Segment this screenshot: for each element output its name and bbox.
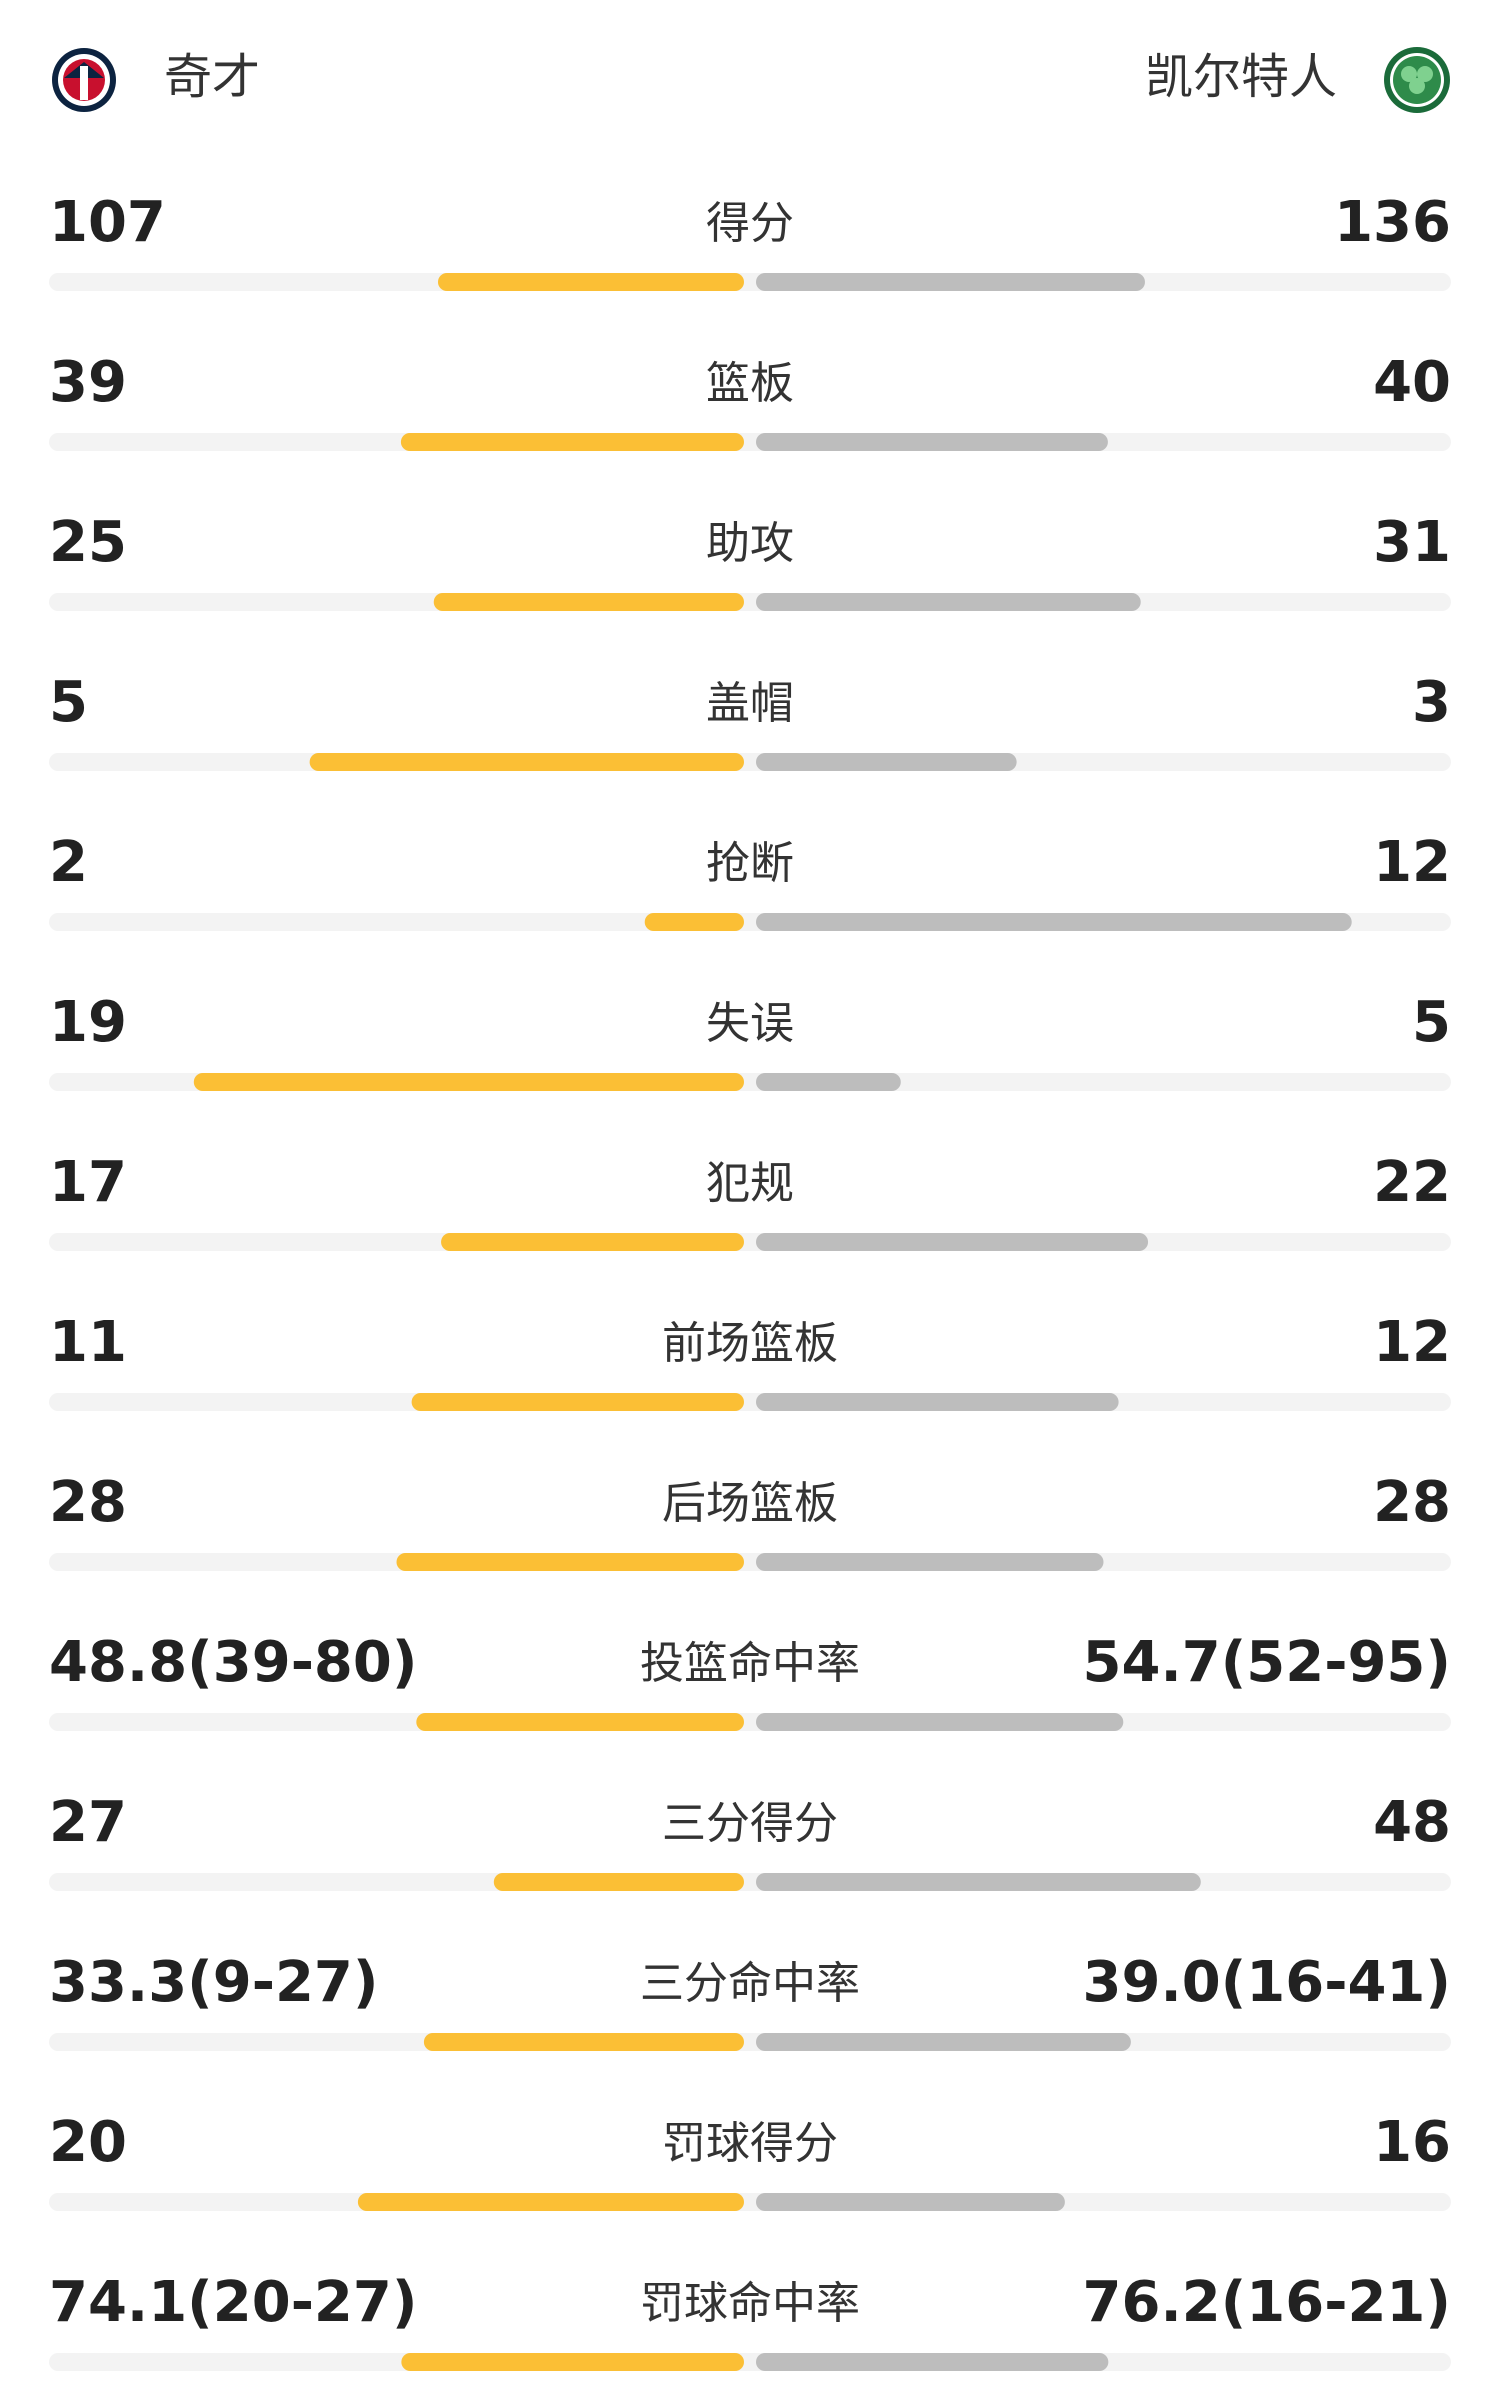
away-bar xyxy=(756,433,1108,451)
away-value: 48 xyxy=(1373,1790,1451,1855)
stat-name: 投篮命中率 xyxy=(640,1638,860,1689)
away-bar xyxy=(756,1553,1104,1571)
away-bar xyxy=(756,593,1141,611)
away-value: 22 xyxy=(1373,1150,1451,1215)
home-value: 17 xyxy=(49,1150,127,1215)
away-bar xyxy=(756,753,1017,771)
home-value: 27 xyxy=(49,1790,127,1855)
bar-track xyxy=(49,273,1451,291)
stat-name: 失误 xyxy=(706,998,794,1049)
home-bar xyxy=(493,1873,744,1891)
home-bar xyxy=(357,2193,744,2211)
stat-name: 后场篮板 xyxy=(662,1478,838,1529)
home-value: 25 xyxy=(49,510,127,575)
away-value: 76.2(16-21) xyxy=(1083,2270,1451,2335)
away-value: 54.7(52-95) xyxy=(1083,1630,1451,1695)
bar-track xyxy=(49,593,1451,611)
home-bar xyxy=(400,433,744,451)
away-bar xyxy=(756,2353,1109,2371)
home-value: 2 xyxy=(49,830,88,895)
home-value: 48.8(39-80) xyxy=(49,1630,417,1695)
away-bar xyxy=(756,1393,1119,1411)
home-bar xyxy=(396,1553,744,1571)
stat-name: 盖帽 xyxy=(706,678,794,729)
stat-name: 前场篮板 xyxy=(662,1318,838,1369)
away-value: 136 xyxy=(1334,190,1451,255)
home-value: 39 xyxy=(49,350,127,415)
stat-name: 三分得分 xyxy=(662,1798,838,1849)
home-bar xyxy=(401,2353,744,2371)
bar-track xyxy=(49,2033,1451,2051)
home-bar xyxy=(441,1233,744,1251)
away-bar xyxy=(756,2033,1131,2051)
bar-track xyxy=(49,1233,1451,1251)
bar-track xyxy=(49,753,1451,771)
home-bar xyxy=(309,753,744,771)
away-value: 31 xyxy=(1373,510,1451,575)
bar-track xyxy=(49,1713,1451,1731)
away-team-name: 凯尔特人 xyxy=(1145,49,1337,105)
away-bar xyxy=(756,2193,1065,2211)
away-value: 12 xyxy=(1373,1310,1451,1375)
away-logo xyxy=(1384,47,1450,113)
home-value: 19 xyxy=(49,990,127,1055)
away-bar xyxy=(756,1713,1124,1731)
stat-name: 篮板 xyxy=(706,358,794,409)
bar-track xyxy=(49,2193,1451,2211)
away-value: 12 xyxy=(1373,830,1451,895)
home-bar xyxy=(423,2033,744,2051)
home-value: 28 xyxy=(49,1470,127,1535)
bar-track xyxy=(49,433,1451,451)
bar-track xyxy=(49,1393,1451,1411)
away-value: 5 xyxy=(1412,990,1451,1055)
bar-track xyxy=(49,1553,1451,1571)
away-bar xyxy=(756,913,1352,931)
bar-track xyxy=(49,1873,1451,1891)
away-value: 28 xyxy=(1373,1470,1451,1535)
home-bar xyxy=(644,913,744,931)
home-bar xyxy=(437,273,744,291)
home-team-name: 奇才 xyxy=(164,49,260,105)
away-value: 3 xyxy=(1412,670,1451,735)
home-bar xyxy=(416,1713,744,1731)
home-value: 74.1(20-27) xyxy=(49,2270,417,2335)
bar-track xyxy=(49,2353,1451,2371)
stat-name: 罚球得分 xyxy=(662,2118,838,2169)
home-bar xyxy=(411,1393,744,1411)
home-logo xyxy=(52,48,116,112)
stat-name: 犯规 xyxy=(706,1158,794,1209)
away-bar xyxy=(756,1233,1149,1251)
home-value: 20 xyxy=(49,2110,127,2175)
away-bar xyxy=(756,1873,1201,1891)
home-value: 11 xyxy=(49,1310,127,1375)
stat-name: 得分 xyxy=(706,198,794,249)
home-value: 107 xyxy=(49,190,166,255)
home-bar xyxy=(433,593,744,611)
away-value: 40 xyxy=(1373,350,1451,415)
away-value: 16 xyxy=(1373,2110,1451,2175)
home-value: 5 xyxy=(49,670,88,735)
stat-name: 罚球命中率 xyxy=(640,2278,860,2329)
stat-name: 三分命中率 xyxy=(640,1958,860,2009)
away-bar xyxy=(756,273,1145,291)
stat-name: 抢断 xyxy=(706,838,794,889)
home-bar xyxy=(193,1073,744,1091)
home-value: 33.3(9-27) xyxy=(49,1950,379,2015)
away-value: 39.0(16-41) xyxy=(1083,1950,1451,2015)
away-bar xyxy=(756,1073,901,1091)
stat-name: 助攻 xyxy=(706,518,794,569)
